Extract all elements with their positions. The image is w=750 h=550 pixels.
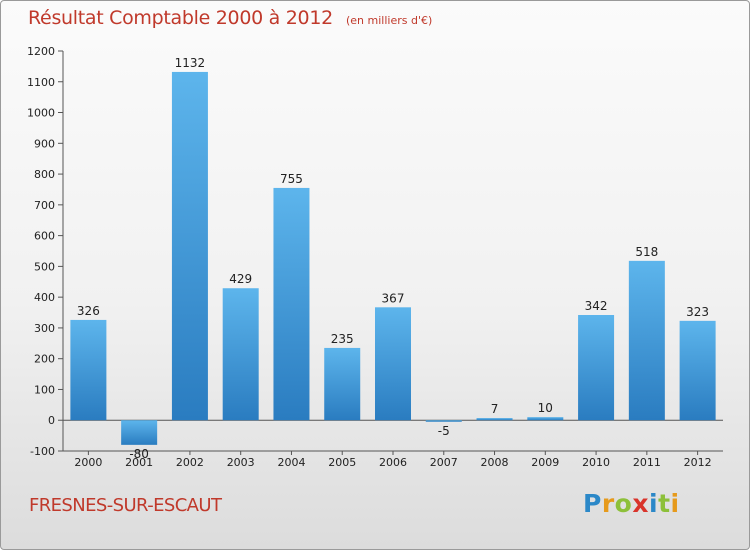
x-tick-label: 2006 [379,456,407,469]
data-labels: 326 -80 1132 429 755 235 367 -5 7 10 342 518 323 [77,56,709,461]
data-label-2009: 10 [538,401,553,415]
y-tick-label: 900 [34,137,55,150]
bar-2003 [222,288,259,421]
chart-title-block: Résultat Comptable 2000 à 2012 (en milli… [28,7,432,29]
bar-2012 [679,320,716,421]
x-tick-label: 2004 [277,456,305,469]
logo-letter: o [614,489,633,518]
logo-letter: i [670,489,680,518]
y-tick-label: 800 [34,168,55,181]
bar-2007 [425,420,462,422]
y-tick-label: 600 [34,230,55,243]
y-tick-label: 500 [34,260,55,273]
x-tick-label: 2007 [430,456,458,469]
x-tick-label: 2008 [481,456,509,469]
data-label-2012: 323 [686,305,709,319]
x-tick-label: 2002 [176,456,204,469]
data-label-2005: 235 [331,332,354,346]
y-tick-label: -100 [30,445,55,458]
logo-letter: P [583,489,602,518]
data-label-2000: 326 [77,304,100,318]
logo-letter: x [632,489,649,518]
logo-letter: t [658,489,671,518]
bar-2008 [476,418,513,421]
x-tick-label: 2001 [125,456,153,469]
bar-2000 [70,319,107,421]
data-label-2002: 1132 [175,56,206,70]
x-tick-label: 2012 [684,456,712,469]
proxiti-logo: Proxiti [583,489,680,518]
y-tick-label: 1200 [27,45,55,58]
data-label-2011: 518 [635,245,658,259]
data-label-2008: 7 [491,402,499,416]
bar-2010 [578,315,615,421]
y-tick-label: 1000 [27,107,55,120]
data-label-2007: -5 [438,424,450,438]
y-tick-label: 300 [34,322,55,335]
town-name: FRESNES-SUR-ESCAUT [29,495,222,516]
data-label-2006: 367 [382,291,405,305]
bars [70,71,716,445]
data-label-2003: 429 [229,272,252,286]
y-tick-label: 700 [34,199,55,212]
bar-2005 [324,347,361,421]
x-tick-label: 2010 [582,456,610,469]
x-tick-label: 2009 [531,456,559,469]
chart-subtitle: (en milliers d'€) [345,14,433,27]
bar-2004 [273,187,310,421]
y-tick-label: 100 [34,383,55,396]
data-label-2001: -80 [129,447,149,461]
data-label-2004: 755 [280,172,303,186]
logo-letter: i [649,489,659,518]
x-tick-label: 2011 [633,456,661,469]
bar-2001 [121,420,158,445]
x-tick-label: 2003 [227,456,255,469]
bar-2006 [375,307,411,421]
y-tick-label: 1100 [27,76,55,89]
y-tick-label: 200 [34,353,55,366]
data-label-2010: 342 [585,299,608,313]
logo-letter: r [601,489,615,518]
y-tick-label: 0 [48,414,55,427]
x-tick-label: 2005 [328,456,356,469]
chart-title: Résultat Comptable 2000 à 2012 [28,7,333,29]
x-tick-label: 2000 [74,456,102,469]
bar-2009 [527,417,564,421]
bar-2011 [628,260,665,421]
y-tick-label: 400 [34,291,55,304]
bar-2002 [171,71,208,421]
